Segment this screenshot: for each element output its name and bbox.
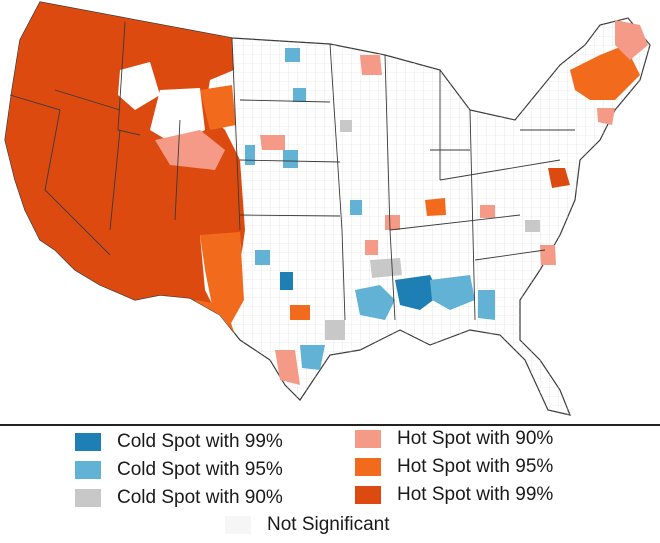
hotspot-west-99 <box>5 2 245 330</box>
legend-label-cold90: Cold Spot with 90% <box>117 487 283 508</box>
hotspot-maine-90 <box>615 20 648 60</box>
coldspot-gray-mississippi <box>370 258 402 278</box>
coldspot-gray-la <box>325 320 345 340</box>
coldspot-kansas <box>283 150 298 168</box>
hotspot-kentucky <box>425 198 446 216</box>
gap-wyoming <box>118 62 160 110</box>
legend-swatch-cold95 <box>75 461 101 479</box>
hotspot-minnesota <box>360 55 382 75</box>
legend-label-hot95: Hot Spot with 95% <box>397 456 554 477</box>
legend-label-not-significant: Not Significant <box>267 514 390 535</box>
legend-swatch-hot95 <box>355 458 381 476</box>
hotspot-fringe-95 <box>200 85 236 130</box>
hotspot-south-tx <box>275 350 300 385</box>
hotspot-fringe-90 <box>155 130 225 170</box>
legend-swatch-cold99 <box>75 433 101 451</box>
hotspot-new-england-90 <box>597 108 615 125</box>
hotspot-nc-coast <box>540 245 556 265</box>
legend-item-cold90: Cold Spot with 90% <box>75 487 283 509</box>
legend-item-hot99: Hot Spot with 99% <box>355 484 553 506</box>
legend-label-hot90: Hot Spot with 90% <box>397 428 554 449</box>
legend-label-cold99: Cold Spot with 99% <box>117 431 283 452</box>
coldspot-north-dakota <box>285 48 300 62</box>
hotspot-maryland <box>548 168 570 188</box>
legend-item-cold95: Cold Spot with 95% <box>75 459 283 481</box>
state-borders <box>9 21 575 321</box>
coldspot-ks-east <box>350 200 362 215</box>
map-frame <box>4 1 651 416</box>
hotspot-kansas <box>260 135 285 150</box>
legend-swatch-cold90 <box>75 489 101 507</box>
legend-item-hot95: Hot Spot with 95% <box>355 456 553 478</box>
coldspot-delta-99 <box>395 275 440 310</box>
hotspot-tx-panhandle <box>200 232 244 325</box>
coldspot-gray-nc <box>525 220 540 232</box>
legend-item-cold99: Cold Spot with 99% <box>75 431 283 453</box>
legend-label-hot99: Hot Spot with 99% <box>397 484 554 505</box>
hotspot-missouri <box>385 215 400 230</box>
hotspot-central-tx <box>290 305 310 320</box>
coldspot-texas-99 <box>280 272 293 290</box>
legend-swatch-hot99 <box>355 486 381 504</box>
hotspot-arkansas <box>365 240 378 255</box>
coldspot-south-tx <box>300 345 325 370</box>
coldspot-georgia <box>478 290 495 320</box>
coldspot-delta-95 <box>355 285 395 320</box>
legend-item-hot90: Hot Spot with 90% <box>355 428 553 450</box>
legend-swatch-not-significant <box>225 516 251 534</box>
hotspot-ohio-valley <box>480 205 495 218</box>
coldspot-texas-95 <box>255 250 270 265</box>
us-county-hotspot-map <box>4 1 651 416</box>
legend-swatch-hot90 <box>355 430 381 448</box>
coldspot-alabama <box>430 275 475 310</box>
hotspot-new-england-95 <box>570 45 640 100</box>
legend-divider <box>0 424 660 426</box>
gap-idaho-mt <box>150 88 205 145</box>
legend-label-cold95: Cold Spot with 95% <box>117 459 283 480</box>
coldspot-nebraska <box>245 145 255 165</box>
legend-item-not-significant: Not Significant <box>225 514 390 536</box>
coldspot-south-dakota <box>293 88 306 102</box>
coldspot-gray-sd <box>340 120 352 132</box>
